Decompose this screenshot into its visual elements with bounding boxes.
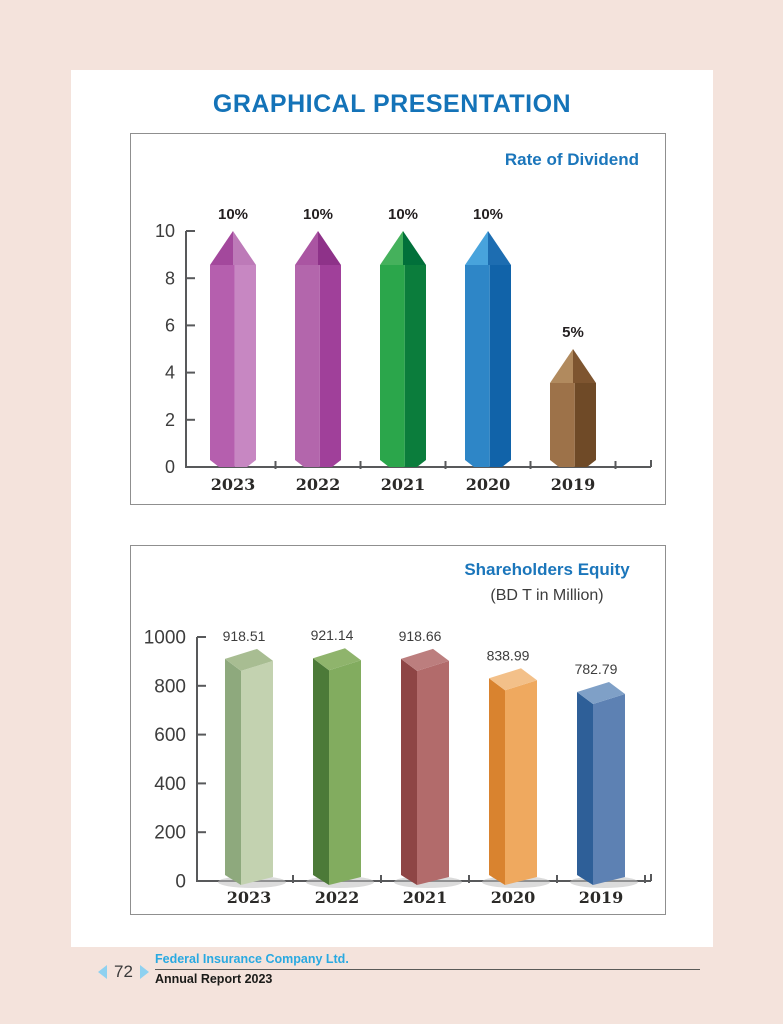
x-category-label: 2023 bbox=[227, 888, 272, 907]
footer-text-block: Federal Insurance Company Ltd. Annual Re… bbox=[155, 952, 700, 986]
y-tick-label: 0 bbox=[175, 871, 186, 892]
pencil-body-right-face bbox=[404, 265, 426, 467]
page-title: GRAPHICAL PRESENTATION bbox=[212, 90, 572, 118]
bar-value-label: 10% bbox=[473, 206, 503, 223]
x-category-label: 2020 bbox=[491, 888, 536, 907]
pencil-tip-left-face bbox=[210, 231, 233, 265]
footer-divider bbox=[155, 969, 700, 970]
pencil-body-left-face bbox=[210, 265, 235, 467]
cuboid-left-face bbox=[225, 658, 241, 885]
x-category-label: 2019 bbox=[579, 888, 624, 907]
shareholders-equity-chart: 0 200 400 600 800 1000 918.51 2023 921.14 2022 918… bbox=[144, 627, 652, 907]
pencil-tip-right-face bbox=[318, 231, 341, 265]
pencil-tip-left-face bbox=[380, 231, 403, 265]
footer-company-name: Federal Insurance Company Ltd. bbox=[155, 952, 349, 966]
x-category-label: 2022 bbox=[296, 475, 341, 494]
y-tick-label: 400 bbox=[154, 774, 186, 795]
cuboid-top-face bbox=[577, 681, 625, 704]
pencil-body-right-face bbox=[574, 383, 596, 467]
bar-2019: 782.79 bbox=[570, 661, 638, 888]
bar-2022: 921.14 bbox=[306, 627, 374, 888]
bar-2021: 10% bbox=[380, 206, 426, 467]
cuboid-right-face bbox=[593, 693, 625, 885]
pencil-body-left-face bbox=[295, 265, 320, 467]
bar-value-label: 10% bbox=[218, 206, 248, 223]
chart-title-rate-of-dividend: Rate of Dividend bbox=[504, 150, 639, 169]
y-tick-label: 4 bbox=[165, 363, 175, 383]
content-card: GRAPHICAL PRESENTATION Rate of Dividend … bbox=[71, 70, 713, 947]
bar-value-label: 10% bbox=[303, 206, 333, 223]
bar-value-label: 921.14 bbox=[311, 627, 354, 643]
rate-of-dividend-chart-panel: Rate of Dividend 0 2 4 6 8 10 10% 2023 10% 2022 10… bbox=[130, 133, 666, 505]
bar-value-label: 10% bbox=[388, 206, 418, 223]
pencil-body-right-face bbox=[489, 265, 511, 467]
x-category-label: 2021 bbox=[381, 475, 426, 494]
bar-value-label: 782.79 bbox=[575, 661, 618, 677]
bar-value-label: 918.66 bbox=[399, 628, 442, 644]
rate-of-dividend-chart: 0 2 4 6 8 10 10% 2023 10% 2022 10% 2021 10% 2020 5% 201… bbox=[155, 206, 652, 494]
cuboid-top-face bbox=[401, 648, 449, 671]
bar-2022: 10% bbox=[295, 206, 341, 467]
pencil-body-right-face bbox=[234, 265, 256, 467]
bar-2019: 5% bbox=[550, 324, 596, 467]
cuboid-right-face bbox=[241, 660, 273, 885]
y-tick-label: 8 bbox=[165, 268, 175, 288]
chart-subtitle-unit: (BD T in Million) bbox=[490, 587, 604, 604]
pencil-body-left-face bbox=[550, 383, 575, 467]
bar-2023: 918.51 bbox=[218, 628, 286, 888]
y-tick-label: 800 bbox=[154, 676, 186, 697]
pencil-tip-right-face bbox=[403, 231, 426, 265]
x-category-label: 2022 bbox=[315, 888, 360, 907]
y-tick-label: 1000 bbox=[144, 627, 186, 648]
pencil-body-left-face bbox=[380, 265, 405, 467]
left-arrow-icon bbox=[98, 965, 107, 979]
x-category-label: 2023 bbox=[211, 475, 256, 494]
cuboid-top-face bbox=[225, 648, 273, 671]
y-tick-label: 2 bbox=[165, 410, 175, 430]
cuboid-right-face bbox=[329, 660, 361, 885]
x-category-label: 2019 bbox=[551, 475, 596, 494]
pencil-tip-left-face bbox=[465, 231, 488, 265]
cuboid-left-face bbox=[577, 691, 593, 885]
pencil-tip-left-face bbox=[295, 231, 318, 265]
x-category-label: 2021 bbox=[403, 888, 448, 907]
bar-2023: 10% bbox=[210, 206, 256, 467]
page-number-group: 72 bbox=[98, 961, 149, 983]
cuboid-right-face bbox=[505, 680, 537, 885]
bar-value-label: 918.51 bbox=[223, 628, 266, 644]
pencil-tip-right-face bbox=[573, 349, 596, 383]
cuboid-top-face bbox=[489, 668, 537, 691]
page-number: 72 bbox=[114, 962, 133, 981]
chart-title-shareholders-equity: Shareholders Equity bbox=[464, 560, 630, 579]
pencil-body-right-face bbox=[319, 265, 341, 467]
bar-2020: 838.99 bbox=[482, 647, 550, 888]
x-category-label: 2020 bbox=[466, 475, 511, 494]
pencil-body-left-face bbox=[465, 265, 490, 467]
y-tick-label: 10 bbox=[155, 221, 175, 241]
bar-value-label: 838.99 bbox=[487, 647, 530, 663]
cuboid-right-face bbox=[417, 660, 449, 885]
cuboid-top-face bbox=[313, 648, 361, 671]
y-tick-label: 6 bbox=[165, 316, 175, 336]
cuboid-left-face bbox=[313, 658, 329, 885]
bar-2021: 918.66 bbox=[394, 628, 462, 888]
pencil-tip-left-face bbox=[550, 349, 573, 383]
right-arrow-icon bbox=[139, 965, 149, 979]
cuboid-left-face bbox=[401, 658, 417, 885]
page-footer: 72 Federal Insurance Company Ltd. Annual… bbox=[0, 952, 783, 1012]
footer-report-name: Annual Report 2023 bbox=[155, 972, 273, 986]
pencil-tip-right-face bbox=[233, 231, 256, 265]
y-tick-label: 600 bbox=[154, 725, 186, 746]
cuboid-left-face bbox=[489, 678, 505, 885]
bar-value-label: 5% bbox=[562, 324, 584, 341]
y-tick-label: 0 bbox=[165, 457, 175, 477]
bar-2020: 10% bbox=[465, 206, 511, 467]
y-tick-label: 200 bbox=[154, 823, 186, 844]
shareholders-equity-chart-panel: Shareholders Equity (BD T in Million) 0 2… bbox=[130, 545, 666, 915]
pencil-tip-right-face bbox=[488, 231, 511, 265]
